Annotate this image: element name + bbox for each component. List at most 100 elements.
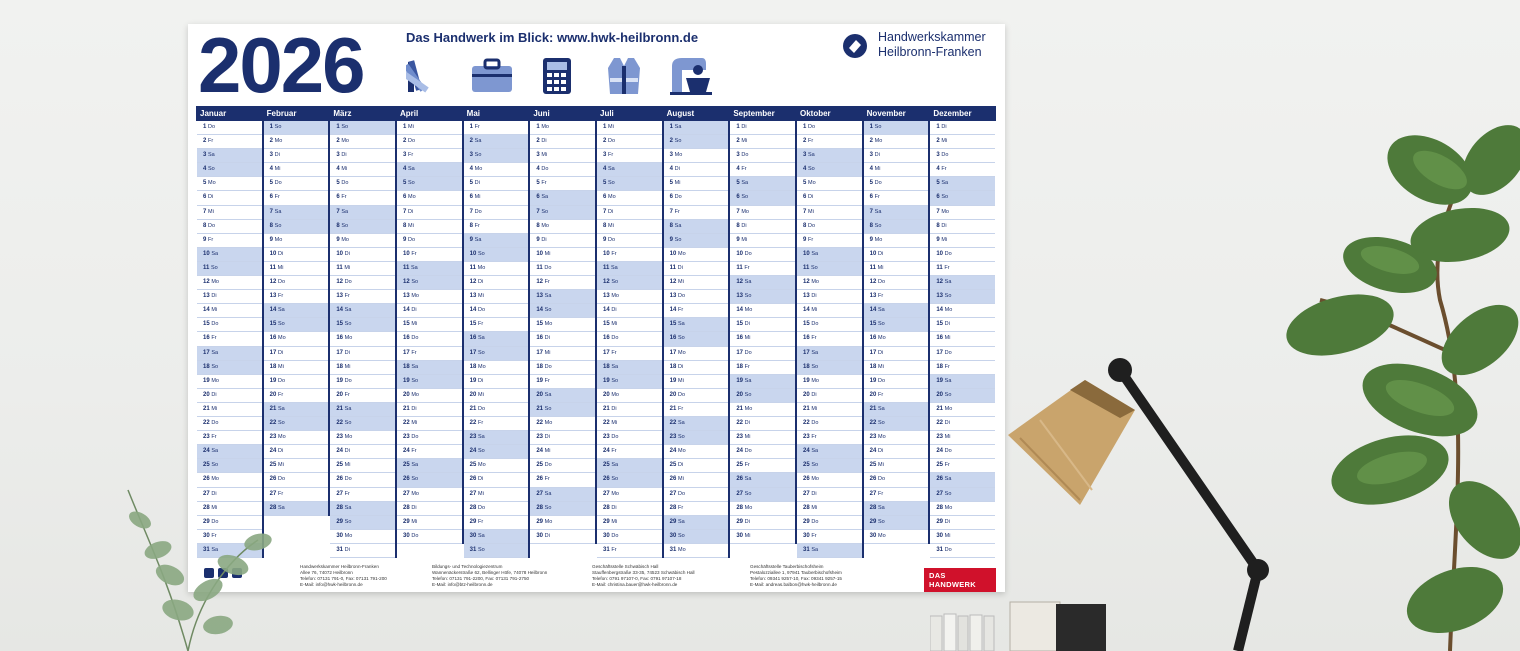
weekday-label: Sa — [541, 194, 549, 201]
day-number: 24 — [336, 448, 345, 455]
day-number: 18 — [336, 363, 345, 370]
instagram-icon — [204, 568, 214, 578]
day-number: 25 — [603, 462, 612, 469]
day-number: 24 — [203, 448, 212, 455]
day-cell: 6 So — [930, 191, 995, 206]
day-number: 23 — [603, 434, 612, 441]
day-cell: 7 Do — [463, 206, 529, 220]
day-number: 26 — [603, 476, 612, 483]
day-number: 7 — [336, 208, 342, 215]
day-number: 1 — [803, 124, 809, 130]
weekday-label: Fr — [874, 194, 880, 201]
day-number: 9 — [803, 236, 809, 243]
day-cell: 4 Mi — [863, 163, 929, 178]
weekday-label: Mo — [944, 307, 953, 314]
day-number: 16 — [469, 335, 478, 342]
day-number: 24 — [403, 448, 412, 455]
day-cell: 3 Di — [863, 149, 929, 164]
day-cell: 11 Mi — [263, 262, 329, 277]
weekday-label: So — [811, 363, 819, 370]
day-cell: 25 Fr — [730, 459, 795, 474]
day-number: 21 — [869, 405, 878, 412]
day-number: 2 — [803, 138, 809, 145]
weekday-label: Fr — [341, 194, 347, 201]
day-number: 22 — [603, 420, 612, 427]
weekday-label: Mi — [411, 420, 418, 427]
month-separator — [395, 121, 397, 558]
day-cell: 8 Mi — [597, 220, 662, 234]
day-number: 23 — [269, 434, 278, 441]
weekday-label: So — [811, 462, 819, 469]
day-number: 12 — [803, 279, 812, 286]
day-cell: 19 Do — [863, 375, 929, 389]
weekday-label: Di — [944, 518, 950, 525]
day-cell: 27 Mi — [463, 488, 529, 502]
weekday-label: Mo — [478, 363, 486, 370]
weekday-label: Di — [678, 462, 684, 469]
weekday-label: Di — [211, 490, 217, 497]
day-cell: 15 Di — [730, 318, 795, 333]
day-number: 29 — [936, 518, 945, 525]
day-number: 19 — [536, 377, 545, 384]
day-number: 23 — [536, 434, 545, 441]
day-cell: 26 So — [397, 473, 462, 488]
weekday-label: Mi — [544, 448, 551, 455]
day-number: 18 — [203, 363, 212, 370]
footer-address-btz: Bildungs- und Technologiezentrum Wannenä… — [432, 564, 548, 587]
weekday-label: Sa — [944, 279, 952, 286]
day-cell: 16 Do — [397, 332, 462, 347]
day-number: 10 — [336, 250, 345, 257]
month-header: November — [862, 106, 930, 121]
weekday-label: So — [478, 448, 485, 455]
day-number: 30 — [936, 532, 945, 539]
weekday-label: Sa — [744, 476, 752, 483]
weekday-label: So — [478, 349, 485, 356]
day-number: 23 — [203, 434, 212, 441]
day-number: 25 — [536, 462, 545, 469]
day-cell: 6 Fr — [330, 191, 395, 206]
weekday-label: Di — [344, 349, 350, 356]
day-number: 7 — [603, 208, 609, 215]
day-number: 16 — [803, 335, 812, 342]
day-cell: 21 Sa — [863, 402, 929, 418]
day-number: 13 — [536, 293, 545, 300]
day-cell: 14 Sa — [263, 304, 329, 319]
day-cell: 27 Sa — [530, 487, 595, 502]
day-cell: 27 Fr — [330, 488, 395, 502]
weekday-label: Mi — [277, 264, 284, 271]
day-number: 8 — [469, 222, 475, 229]
day-number: 1 — [469, 124, 475, 130]
day-number: 20 — [203, 391, 212, 398]
day-cell: 5 So — [597, 177, 662, 192]
weekday-label: Fr — [678, 504, 684, 511]
day-number: 15 — [736, 321, 745, 328]
day-number: 3 — [736, 152, 742, 159]
day-number: 27 — [203, 490, 212, 497]
weekday-label: Di — [541, 236, 547, 243]
day-number: 23 — [669, 434, 678, 441]
day-cell: 20 Mi — [463, 389, 529, 403]
day-number: 2 — [736, 138, 742, 145]
day-number: 13 — [736, 293, 745, 300]
day-number: 30 — [669, 532, 678, 539]
day-cell: 15 So — [263, 318, 329, 333]
day-number: 9 — [469, 236, 475, 243]
day-number: 7 — [536, 208, 542, 215]
weekday-label: Sa — [744, 279, 752, 286]
weekday-label: Fr — [944, 264, 950, 271]
weekday-label: So — [278, 420, 285, 427]
day-cell: 28 Do — [463, 502, 529, 516]
day-cell: 26 Fr — [530, 473, 595, 488]
day-number: 14 — [203, 307, 212, 314]
day-number: 23 — [336, 434, 345, 441]
weekday-label: Fr — [544, 377, 550, 384]
day-cell: 9 Mo — [263, 234, 329, 248]
day-number: 3 — [203, 152, 209, 159]
day-cell: 9 Di — [530, 234, 595, 248]
day-cell: 24 Fr — [397, 445, 462, 460]
day-number: 12 — [269, 279, 278, 286]
day-cell: 5 Di — [463, 177, 529, 192]
day-cell: 20 Fr — [330, 389, 395, 403]
day-cell: 22 So — [330, 417, 395, 432]
day-number: 11 — [203, 264, 212, 271]
